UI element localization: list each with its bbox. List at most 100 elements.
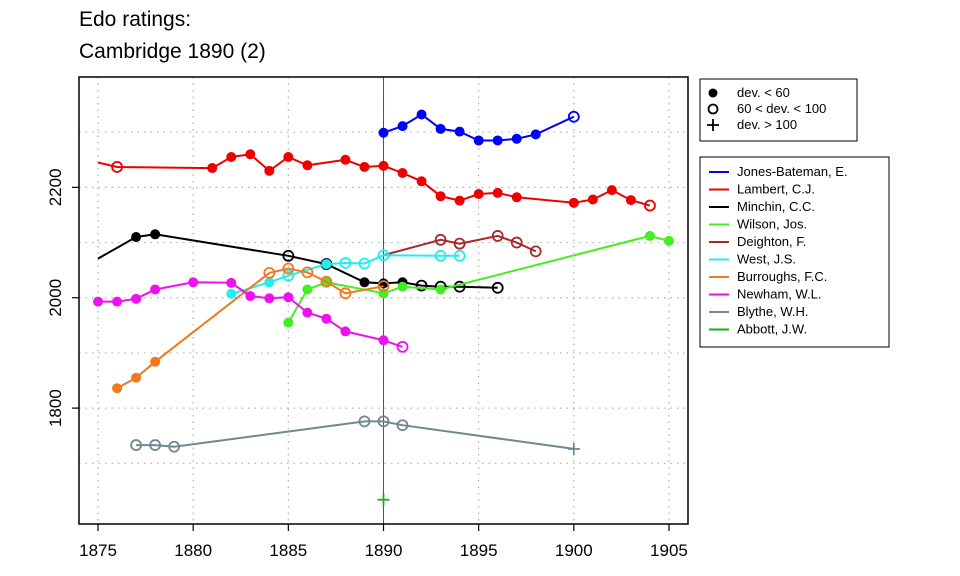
point-newham-w-l-1875 [93, 296, 104, 307]
point-burroughs-f-c-1878 [150, 356, 161, 367]
point-deighton-f-1897 [510, 236, 523, 249]
point-minchin-c-c-1878 [150, 229, 161, 240]
point-blythe-w-h-1877 [130, 439, 142, 451]
series-wilson-jos [283, 230, 674, 328]
series-abbott-j-w [377, 493, 390, 506]
y-tick-label-1800: 1800 [46, 389, 65, 427]
point-blythe-w-h-1889 [358, 415, 371, 428]
point-wilson-jos-1886 [302, 284, 313, 295]
series-legend-box [699, 156, 890, 348]
point-newham-w-l-1890 [378, 335, 389, 346]
marker-legend-open-symbol [707, 103, 719, 115]
point-lambert-c-j-1886 [302, 160, 313, 171]
point-blythe-w-h-1900 [567, 442, 580, 455]
point-lambert-c-j-1901 [587, 194, 598, 205]
point-deighton-f-1896 [491, 230, 504, 242]
point-burroughs-f-c-1884 [263, 267, 276, 279]
point-burroughs-f-c-1885 [282, 262, 295, 275]
point-minchin-c-c-1877 [131, 232, 142, 243]
point-west-j-s-1894 [453, 249, 466, 262]
point-jones-bateman-e-1892 [416, 109, 427, 120]
point-newham-w-l-1886 [302, 307, 313, 318]
legend-label-jones-bateman-e: Jones-Bateman, E. [737, 164, 848, 179]
point-blythe-w-h-1890 [377, 415, 390, 428]
point-newham-w-l-1884 [264, 293, 275, 304]
point-burroughs-f-c-1876 [112, 383, 123, 394]
point-west-j-s-1893 [434, 249, 447, 262]
point-jones-bateman-e-1894 [454, 126, 465, 137]
point-west-j-s-1884 [264, 277, 275, 288]
point-west-j-s-1890 [377, 249, 390, 262]
y-tick-label-2000: 2000 [46, 279, 65, 317]
point-lambert-c-j-1888 [340, 154, 351, 165]
series-legend: Jones-Bateman, E. Lambert, C.J. Minchin, C… [699, 156, 890, 348]
point-wilson-jos-1893 [435, 284, 446, 295]
point-burroughs-f-c-1888 [339, 287, 352, 300]
point-lambert-c-j-1895 [473, 188, 484, 199]
x-tick-label-1895: 1895 [460, 541, 498, 560]
point-lambert-c-j-1900 [568, 197, 579, 208]
point-lambert-c-j-1876 [111, 161, 123, 173]
point-deighton-f-1898 [529, 245, 542, 258]
point-lambert-c-j-1894 [454, 195, 465, 206]
series-west-j-s [226, 249, 466, 299]
x-tick-label-1880: 1880 [174, 541, 212, 560]
series-deighton-f [383, 230, 542, 258]
x-tick-label-1885: 1885 [269, 541, 307, 560]
point-blythe-w-h-1878 [149, 439, 162, 451]
series-lambert-c-j [97, 149, 656, 212]
point-minchin-c-c-1885 [282, 249, 295, 262]
y-tick-label-2200: 2200 [46, 168, 65, 206]
x-tick-label-1890: 1890 [365, 541, 403, 560]
point-newham-w-l-1882 [226, 277, 237, 288]
point-lambert-c-j-1881 [207, 163, 218, 174]
point-jones-bateman-e-1896 [492, 135, 503, 146]
point-wilson-jos-1905 [663, 235, 674, 246]
point-west-j-s-1882 [226, 288, 237, 299]
marker-legend-box [699, 78, 858, 142]
point-newham-w-l-1891 [396, 340, 409, 353]
marker-legend-plus-label: dev. > 100 [737, 117, 797, 132]
point-wilson-jos-1904 [644, 230, 655, 241]
point-jones-bateman-e-1895 [473, 135, 484, 146]
point-lambert-c-j-1904 [644, 199, 656, 212]
point-deighton-f-1893 [434, 233, 447, 246]
marker-legend-filled-label: dev. < 60 [737, 85, 790, 100]
x-tick-label-1900: 1900 [555, 541, 593, 560]
point-newham-w-l-1885 [283, 292, 294, 303]
legend-label-burroughs-f-c: Burroughs, F.C. [737, 269, 827, 284]
point-newham-w-l-1878 [150, 284, 161, 295]
point-burroughs-f-c-1887 [320, 275, 333, 288]
marker-legend-filled-symbol [708, 88, 718, 98]
point-lambert-c-j-1890 [378, 160, 389, 171]
point-lambert-c-j-1889 [359, 161, 370, 172]
legend-label-newham-w-l: Newham, W.L. [737, 287, 822, 302]
series-line-deighton-f [383, 234, 537, 257]
point-jones-bateman-e-1891 [397, 121, 408, 132]
x-tick-label-1875: 1875 [79, 541, 117, 560]
point-newham-w-l-1887 [321, 313, 332, 324]
point-minchin-c-c-1896 [491, 281, 504, 294]
point-lambert-c-j-1893 [435, 191, 446, 202]
chart-title-line-2: Cambridge 1890 (2) [79, 40, 266, 63]
point-burroughs-f-c-1890 [377, 280, 390, 293]
series-line-lambert-c-j [97, 153, 651, 207]
point-lambert-c-j-1897 [511, 192, 522, 203]
point-lambert-c-j-1892 [416, 176, 427, 187]
point-lambert-c-j-1883 [245, 149, 256, 160]
point-newham-w-l-1877 [131, 293, 142, 304]
legend-label-abbott-j-w: Abbott, J.W. [737, 322, 807, 337]
marker-legend-plus-symbol [707, 119, 719, 131]
point-newham-w-l-1880 [188, 277, 199, 288]
series-line-wilson-jos [287, 234, 670, 324]
point-wilson-jos-1885 [283, 317, 294, 328]
series-line-blythe-w-h [136, 420, 574, 450]
point-wilson-jos-1891 [397, 281, 408, 292]
point-west-j-s-1888 [339, 257, 352, 269]
point-lambert-c-j-1885 [283, 152, 294, 163]
point-minchin-c-c-1892 [415, 279, 428, 292]
chart-title-line-1: Edo ratings: [79, 8, 192, 31]
legend-label-blythe-w-h: Blythe, W.H. [737, 304, 809, 319]
